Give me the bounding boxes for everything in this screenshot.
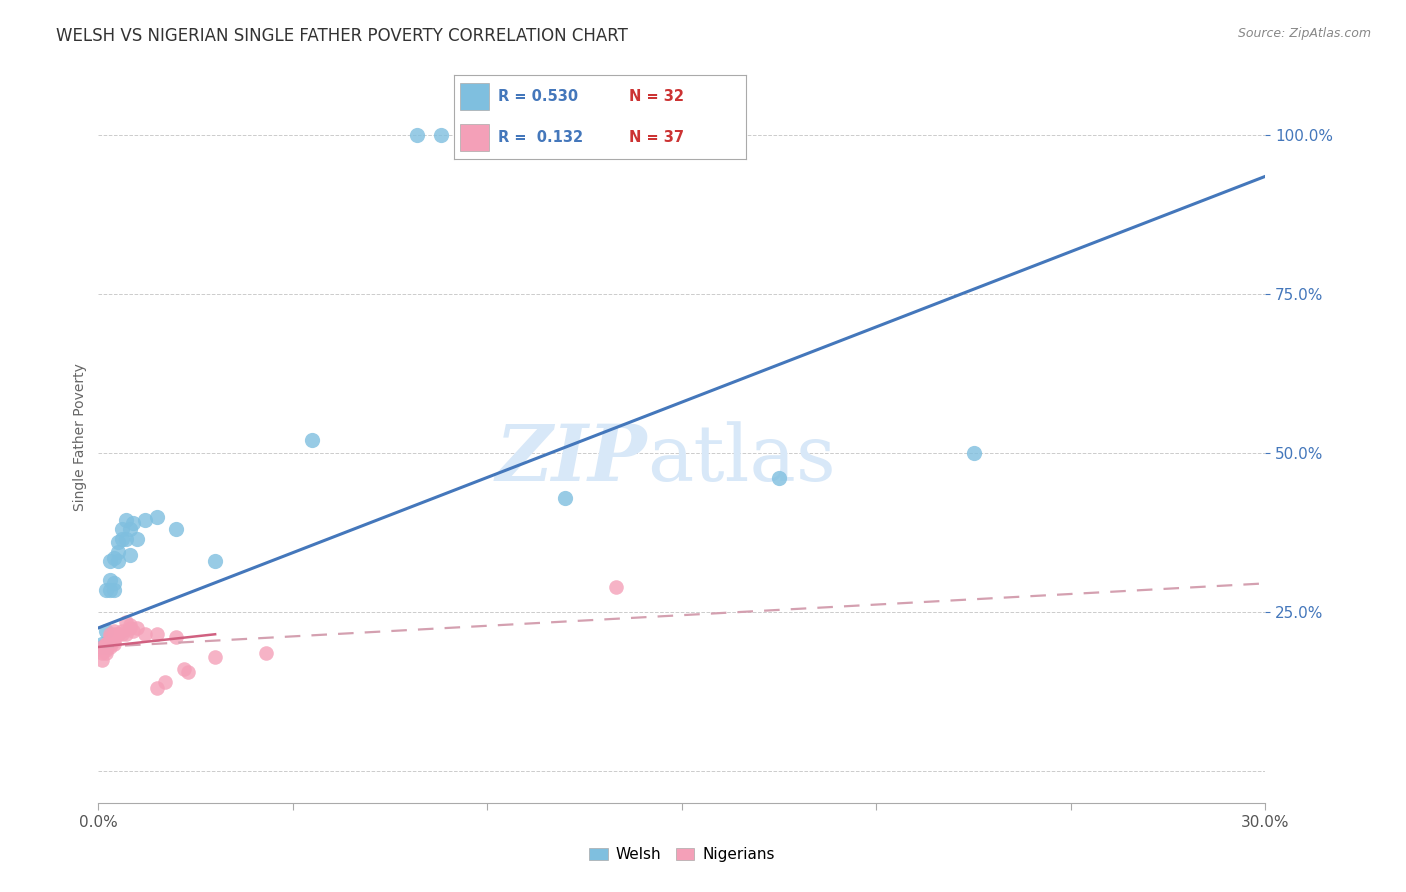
Point (96, 646, 118, 660)
Point (429, 128, 451, 142)
Point (91, 637, 114, 651)
Point (96, 637, 118, 651)
Point (204, 649, 226, 664)
Point (96, 643, 118, 657)
Point (153, 675, 176, 690)
Point (91, 646, 114, 660)
Point (122, 516, 145, 530)
Point (114, 627, 136, 641)
Point (103, 576, 125, 591)
Point (605, 580, 627, 594)
Point (98, 554, 121, 568)
Point (107, 554, 129, 568)
Point (177, 665, 200, 680)
Point (98, 582, 121, 597)
Point (111, 627, 134, 641)
Point (98, 627, 121, 641)
Point (114, 532, 136, 546)
Point (118, 617, 141, 632)
Point (114, 615, 136, 629)
Point (134, 627, 156, 641)
Point (114, 513, 136, 527)
Point (204, 554, 226, 568)
Point (91, 653, 114, 667)
Point (98, 631, 121, 645)
Point (96, 637, 118, 651)
Point (118, 548, 141, 562)
Point (98, 637, 121, 651)
Point (103, 627, 125, 641)
Point (146, 509, 169, 524)
Point (98, 640, 121, 654)
Legend: Welsh, Nigerians: Welsh, Nigerians (583, 841, 780, 868)
Text: WELSH VS NIGERIAN SINGLE FATHER POVERTY CORRELATION CHART: WELSH VS NIGERIAN SINGLE FATHER POVERTY … (56, 27, 628, 45)
Point (127, 621, 149, 635)
Point (146, 627, 169, 641)
Y-axis label: Single Father Poverty: Single Father Poverty (73, 363, 87, 511)
Point (103, 624, 125, 638)
Point (96, 582, 118, 597)
Point (107, 627, 129, 641)
Point (103, 637, 125, 651)
Point (173, 662, 195, 676)
Point (91, 640, 114, 654)
Point (91, 640, 114, 654)
Point (103, 633, 125, 648)
Point (127, 532, 149, 546)
Point (301, 434, 323, 448)
Point (146, 681, 169, 696)
Point (962, 446, 984, 460)
Text: Source: ZipAtlas.com: Source: ZipAtlas.com (1237, 27, 1371, 40)
Point (111, 624, 134, 638)
Point (165, 522, 187, 536)
Point (96, 624, 118, 638)
Point (768, 471, 790, 485)
Point (118, 621, 141, 635)
Point (254, 646, 277, 660)
Point (554, 491, 576, 505)
Point (111, 522, 134, 536)
Text: ZIP: ZIP (495, 421, 647, 497)
Point (96, 640, 118, 654)
Point (107, 535, 129, 549)
Point (406, 128, 429, 142)
Point (103, 550, 125, 565)
Point (134, 513, 156, 527)
Point (118, 522, 141, 536)
Point (122, 624, 145, 638)
Point (98, 573, 121, 587)
Text: atlas: atlas (647, 421, 835, 497)
Point (91, 643, 114, 657)
Point (107, 627, 129, 641)
Point (96, 640, 118, 654)
Point (111, 532, 134, 546)
Point (103, 582, 125, 597)
Point (107, 544, 129, 558)
Point (165, 631, 187, 645)
